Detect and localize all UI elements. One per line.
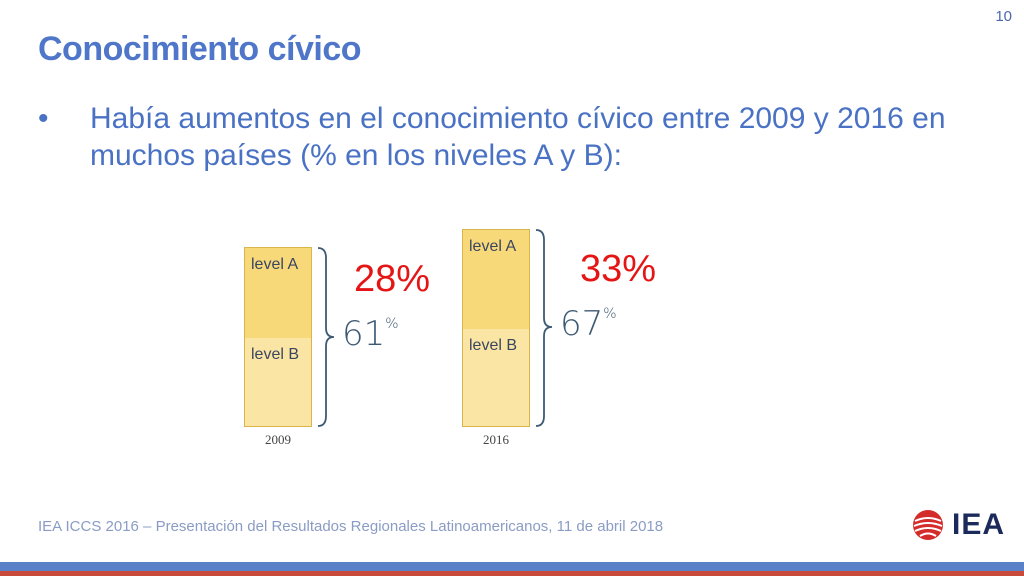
level-a-percent-2016: 33% bbox=[580, 248, 657, 290]
level-a-label: level A bbox=[251, 256, 299, 273]
brace-2016 bbox=[535, 229, 553, 427]
bar-2009-level-b: level B bbox=[245, 338, 311, 426]
bar-2016-level-b: level B bbox=[463, 329, 529, 426]
bullet-item: • Había aumentos en el conocimiento cívi… bbox=[38, 100, 958, 174]
bar-2009-level-a: level A bbox=[245, 248, 311, 338]
bullet-dot: • bbox=[38, 102, 49, 135]
bar-2016-level-a: level A bbox=[463, 230, 529, 329]
brace-2009 bbox=[317, 247, 335, 427]
total-value: 67 bbox=[560, 304, 604, 344]
level-a-label: level A bbox=[469, 238, 517, 255]
bottom-accent-stripe bbox=[0, 571, 1024, 576]
total-unit: % bbox=[385, 316, 399, 332]
bar-2009: level A level B bbox=[244, 247, 312, 427]
year-label-2016: 2016 bbox=[483, 432, 509, 447]
footer-text: IEA ICCS 2016 – Presentación del Resulta… bbox=[38, 518, 664, 535]
total-unit: % bbox=[603, 306, 617, 322]
level-b-label: level B bbox=[251, 346, 300, 363]
level-a-percent-2009: 28% bbox=[354, 258, 431, 300]
total-2009: 61% bbox=[342, 314, 399, 354]
year-label-2009: 2009 bbox=[265, 432, 291, 447]
total-value: 61 bbox=[342, 314, 386, 354]
page-number: 10 bbox=[995, 8, 1012, 25]
globe-icon bbox=[913, 510, 943, 540]
bar-2016: level A level B bbox=[462, 229, 530, 427]
total-2016: 67% bbox=[560, 304, 617, 344]
slide-title: Conocimiento cívico bbox=[38, 30, 362, 68]
logo-text: IEA bbox=[952, 508, 1006, 541]
iea-logo: IEA bbox=[912, 508, 1005, 542]
level-b-label: level B bbox=[469, 337, 518, 354]
bullet-text: Había aumentos en el conocimiento cívico… bbox=[90, 102, 946, 172]
